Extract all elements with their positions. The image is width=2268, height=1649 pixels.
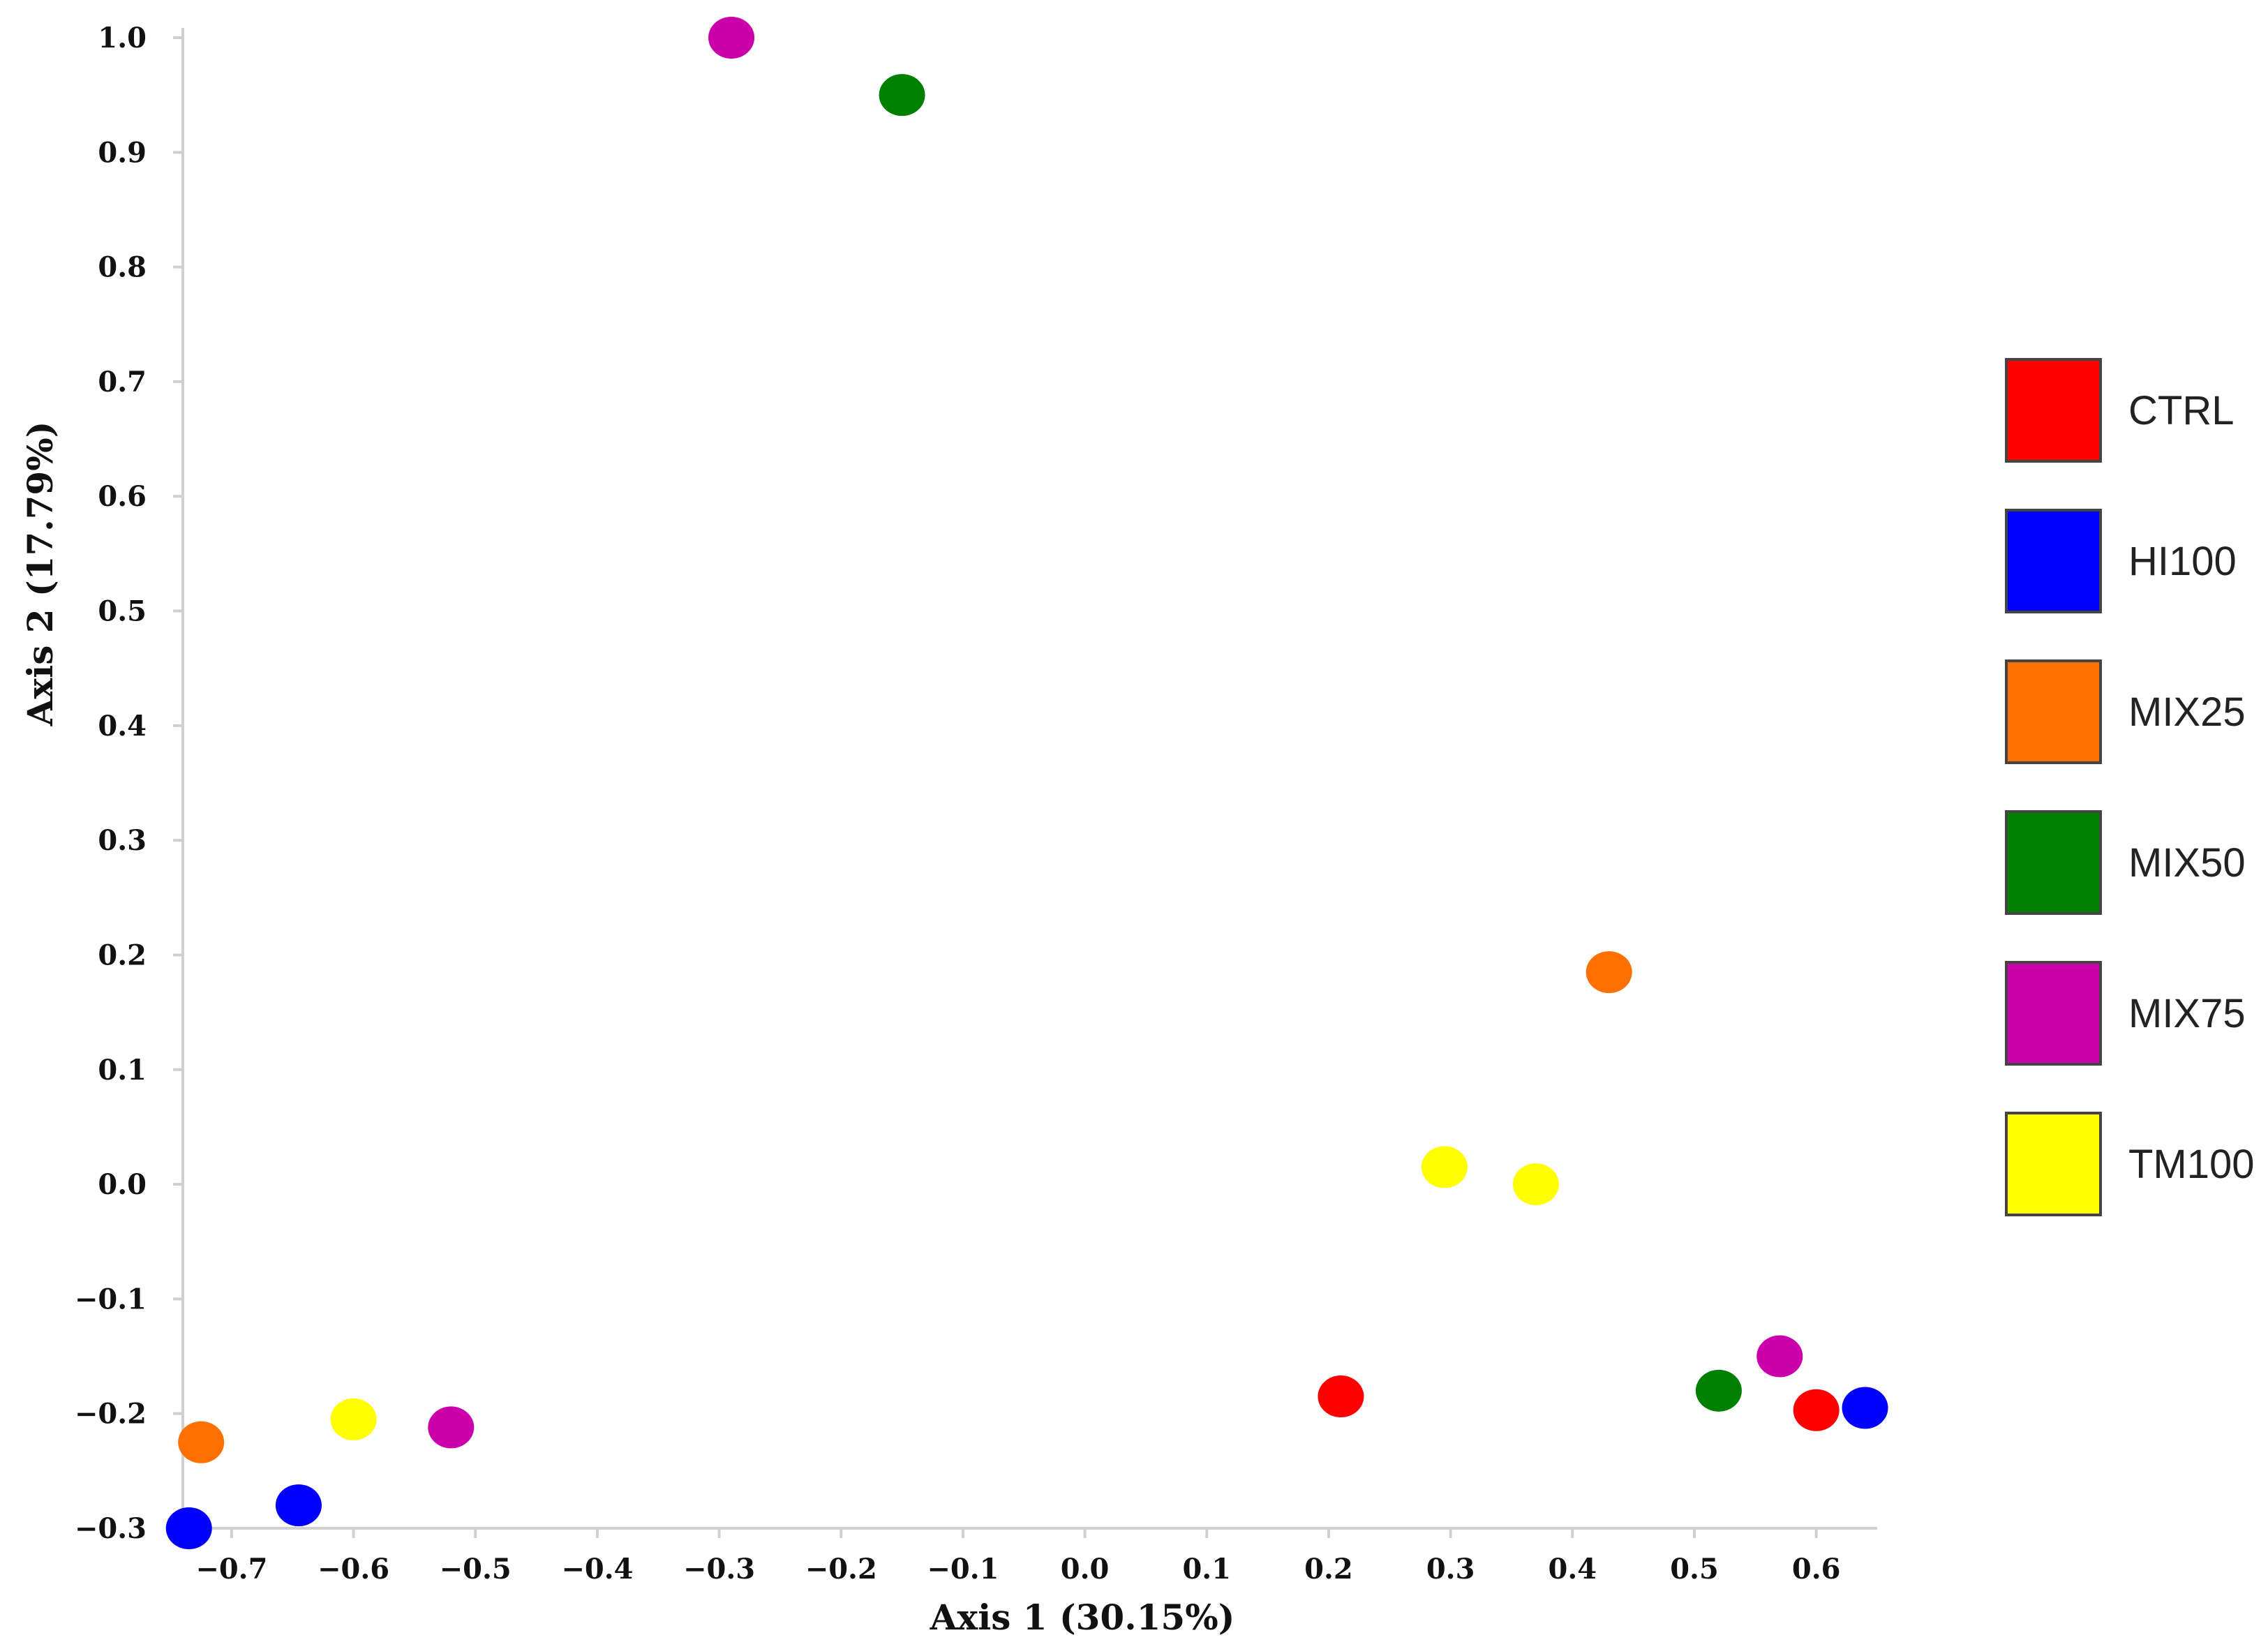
y-tick-label: 0.2 — [98, 939, 147, 971]
point-ctrl — [1793, 1389, 1840, 1431]
x-tick-label: 0.0 — [1061, 1553, 1110, 1585]
point-hi100 — [275, 1484, 322, 1527]
axes — [181, 28, 1877, 1530]
legend-label-mix25: MIX25 — [2128, 689, 2246, 735]
x-tick-label: −0.5 — [440, 1553, 512, 1585]
y-tick-label: 0.5 — [98, 595, 147, 628]
x-tick-label: 0.4 — [1549, 1553, 1597, 1585]
x-tick-label: −0.3 — [683, 1553, 755, 1585]
y-tick-label: 1.0 — [98, 22, 147, 54]
y-tick-label: 0.8 — [98, 251, 147, 284]
legend-label-hi100: HI100 — [2128, 539, 2237, 584]
point-ctrl — [1318, 1375, 1364, 1418]
x-tick-label: −0.2 — [805, 1553, 877, 1585]
y-tick-label: 0.9 — [98, 136, 147, 169]
x-tick-label: −0.4 — [561, 1553, 633, 1585]
legend-swatch-tm100 — [2005, 1112, 2102, 1216]
x-axis-title: Axis 1 (30.15%) — [930, 1597, 1235, 1638]
y-tick-label: −0.3 — [75, 1512, 147, 1545]
legend-swatch-ctrl — [2005, 358, 2102, 463]
x-axis-ticks: −0.7 −0.6 −0.5 −0.4 −0.3 −0.2 −0.1 0.0 0.1 0.2 0.3… — [195, 1528, 1840, 1585]
legend-label-tm100: TM100 — [2128, 1142, 2255, 1187]
y-tick-label: −0.1 — [75, 1283, 147, 1315]
point-hi100 — [165, 1507, 212, 1549]
legend-label-ctrl: CTRL — [2128, 388, 2234, 433]
legend-swatch-hi100 — [2005, 509, 2102, 613]
point-mix50 — [879, 74, 925, 117]
point-tm100 — [330, 1398, 377, 1440]
legend: CTRL HI100 MIX25 MIX50 MIX75 TM100 — [2005, 358, 2255, 1216]
x-tick-label: 0.2 — [1304, 1553, 1353, 1585]
point-hi100 — [1842, 1387, 1888, 1429]
y-tick-label: 0.6 — [98, 480, 147, 513]
legend-label-mix75: MIX75 — [2128, 991, 2246, 1036]
y-tick-label: 0.0 — [98, 1168, 147, 1201]
y-tick-label: 0.3 — [98, 824, 147, 857]
point-mix75 — [1756, 1335, 1803, 1378]
point-mix75 — [708, 17, 755, 59]
legend-swatch-mix75 — [2005, 961, 2102, 1066]
y-axis-title: Axis 2 (17.79%) — [20, 421, 61, 727]
point-mix75 — [428, 1406, 475, 1449]
point-mix25 — [1586, 951, 1632, 994]
x-tick-label: −0.6 — [318, 1553, 389, 1585]
legend-swatch-mix50 — [2005, 810, 2102, 915]
y-tick-label: 0.1 — [98, 1054, 147, 1087]
x-tick-label: 0.6 — [1792, 1553, 1841, 1585]
legend-label-mix50: MIX50 — [2128, 840, 2246, 886]
y-axis-ticks: −0.3 −0.2 −0.1 0.0 0.1 0.2 0.3 0.4 0.5 0.6 0.7 0.8 0… — [75, 22, 183, 1545]
point-mix50 — [1695, 1369, 1742, 1412]
x-tick-label: 0.5 — [1670, 1553, 1719, 1585]
point-mix25 — [178, 1421, 225, 1463]
point-tm100 — [1421, 1146, 1468, 1188]
y-tick-label: 0.4 — [98, 710, 147, 743]
point-tm100 — [1512, 1163, 1559, 1206]
x-tick-label: 0.3 — [1426, 1553, 1475, 1585]
data-points — [165, 17, 1888, 1549]
x-tick-label: 0.1 — [1182, 1553, 1231, 1585]
x-tick-label: −0.7 — [195, 1553, 267, 1585]
y-tick-label: −0.2 — [75, 1398, 147, 1431]
y-tick-label: 0.7 — [98, 366, 147, 398]
x-tick-label: −0.1 — [927, 1553, 999, 1585]
legend-swatch-mix25 — [2005, 659, 2102, 764]
